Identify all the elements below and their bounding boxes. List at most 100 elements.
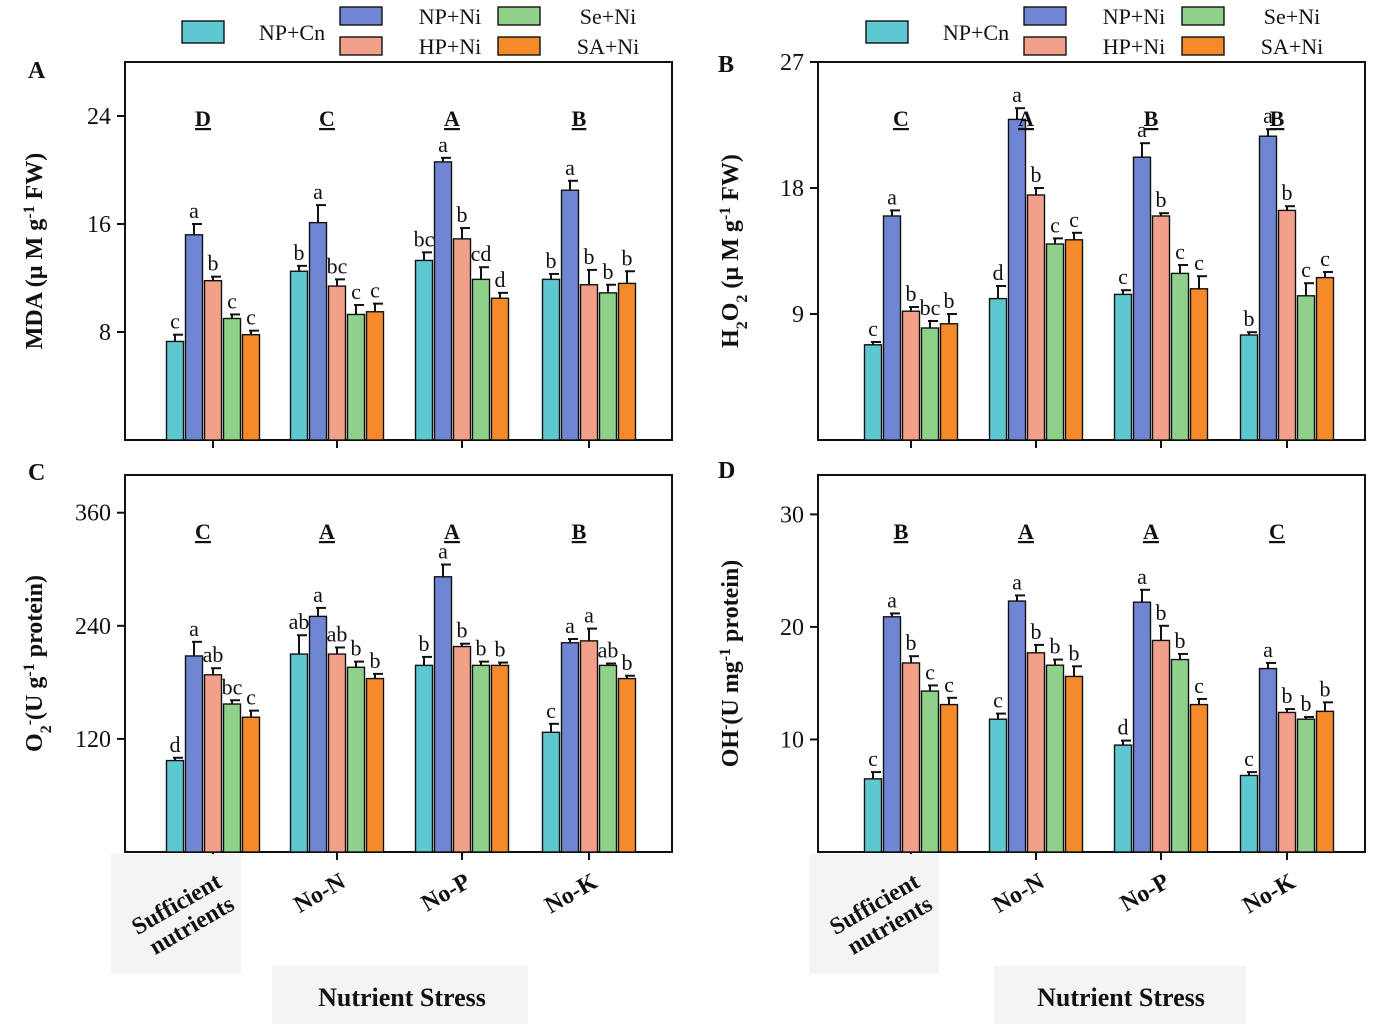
bar	[490, 297, 510, 441]
x-axis-title-left: Nutrient Stress	[318, 983, 486, 1012]
x-category-label-line: No-K	[1239, 869, 1301, 920]
legend-entry-label: NP+Ni	[1103, 4, 1166, 29]
bar	[939, 323, 959, 441]
bar	[184, 234, 204, 441]
significance-letter: b	[584, 244, 595, 269]
group-significance-letter: B	[1270, 106, 1285, 131]
bar	[365, 677, 385, 853]
significance-letter: c	[944, 672, 954, 697]
x-category-label-line: No-P	[1116, 869, 1174, 918]
significance-letter: b	[1069, 640, 1080, 665]
legend-entry-label: SA+Ni	[577, 34, 640, 59]
bar	[1064, 239, 1084, 441]
plot-frame	[817, 474, 1366, 853]
bar	[1007, 118, 1027, 441]
legend-entry-label: Se+Ni	[1264, 4, 1320, 29]
legend-entry-label: HP+Ni	[419, 34, 482, 59]
bar	[1151, 639, 1171, 853]
y-axis-label-part: -1	[21, 663, 38, 676]
y-axis-label-part: -1	[717, 207, 734, 220]
bar	[882, 616, 902, 853]
significance-letter: c	[1050, 212, 1060, 237]
bar	[920, 690, 940, 853]
y-axis-label-part: -1	[21, 205, 38, 218]
bar	[882, 215, 902, 441]
y-axis-label-part: H	[718, 329, 744, 348]
y-tick-label: 24	[87, 104, 111, 130]
group-significance-letter: A	[319, 519, 335, 544]
significance-letter: b	[208, 251, 219, 276]
bar	[1277, 209, 1297, 441]
bar	[939, 703, 959, 853]
y-axis-label-part: O	[718, 303, 744, 322]
bar	[1258, 135, 1278, 441]
x-axis-title-right: Nutrient Stress	[1037, 983, 1205, 1012]
bar	[289, 653, 309, 853]
significance-letter: b	[1031, 619, 1042, 644]
legend-swatch	[1023, 6, 1067, 26]
bar	[365, 311, 385, 441]
bar	[1170, 658, 1190, 853]
significance-letter: b	[1050, 634, 1061, 659]
significance-letter: b	[1301, 691, 1312, 716]
bar	[1113, 293, 1133, 441]
significance-letter: b	[457, 202, 468, 227]
significance-letter: b	[622, 650, 633, 675]
y-axis-label-part: 2	[734, 295, 751, 303]
significance-letter: c	[351, 279, 361, 304]
legend-swatch	[1023, 36, 1067, 56]
significance-letter: b	[476, 636, 487, 661]
significance-letter: bc	[327, 253, 348, 278]
significance-letter: b	[1156, 187, 1167, 212]
group-significance-letter: C	[1269, 519, 1285, 544]
y-tick-label: 10	[780, 727, 804, 753]
bar	[1026, 652, 1046, 853]
significance-letter: b	[1282, 180, 1293, 205]
significance-letter: c	[925, 659, 935, 684]
significance-letter: c	[1175, 239, 1185, 264]
bar	[920, 327, 940, 441]
y-axis-label-part: 2	[734, 321, 751, 329]
y-axis-label-part: FW)	[22, 153, 48, 206]
significance-letter: b	[622, 245, 633, 270]
significance-letter: c	[868, 316, 878, 341]
y-tick-label: 20	[780, 615, 804, 641]
bar	[1064, 675, 1084, 853]
bar	[901, 662, 921, 853]
y-tick-label: 16	[87, 212, 111, 238]
plot-frame	[124, 61, 673, 441]
y-tick-label: 30	[780, 502, 804, 528]
significance-letter: a	[1263, 103, 1273, 128]
y-axis-label-part: protein)	[22, 575, 48, 663]
bar	[988, 297, 1008, 441]
significance-letter: a	[189, 616, 199, 641]
significance-letter: b	[1175, 628, 1186, 653]
y-tick-label: 8	[99, 320, 111, 346]
significance-letter: a	[887, 184, 897, 209]
bar	[1132, 156, 1152, 441]
group-significance-letter: A	[444, 106, 460, 131]
y-axis-label-part: (U mg	[718, 661, 744, 724]
bar	[598, 292, 618, 441]
significance-letter: a	[565, 155, 575, 180]
legend-swatch	[497, 36, 541, 56]
legend-panel-left: NP+Cn NP+Ni HP+Ni Se+Ni SA+Ni	[181, 4, 640, 59]
panel-label: C	[28, 460, 45, 486]
category-label-background	[111, 854, 241, 974]
bar	[579, 284, 599, 441]
bar	[598, 664, 618, 853]
y-tick-label: 360	[75, 501, 111, 527]
significance-letter: b	[1031, 162, 1042, 187]
significance-letter: a	[438, 539, 448, 564]
significance-letter: d	[1118, 715, 1129, 740]
significance-letter: bc	[414, 226, 435, 251]
significance-letter: b	[370, 648, 381, 673]
bar	[490, 664, 510, 853]
bar	[241, 334, 261, 441]
bar	[203, 280, 223, 441]
bar	[289, 270, 309, 441]
group-significance-letter: B	[1144, 106, 1159, 131]
